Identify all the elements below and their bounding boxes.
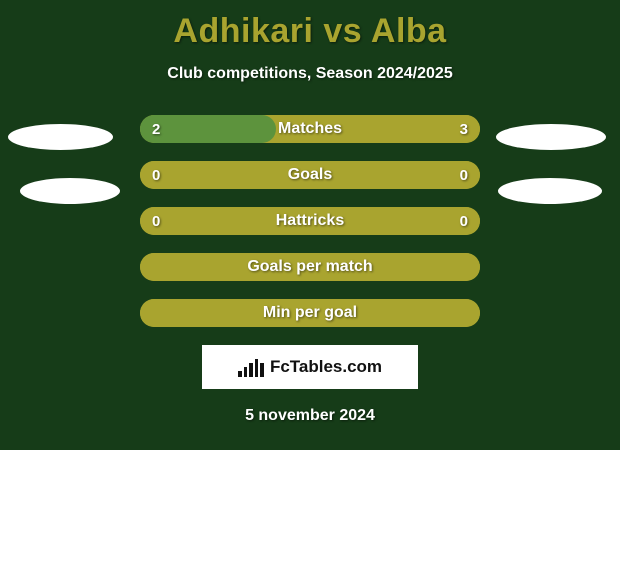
stat-row: 0 0 Hattricks: [140, 207, 480, 235]
decorative-oval: [496, 124, 606, 150]
stat-row: Min per goal: [140, 299, 480, 327]
logo-bar: [238, 371, 242, 377]
comparison-card: Adhikari vs Alba Club competitions, Seas…: [0, 0, 620, 450]
logo-bar: [249, 363, 253, 377]
stat-label: Goals per match: [247, 258, 372, 276]
stat-value-right: 0: [460, 167, 468, 184]
stat-value-right: 3: [460, 121, 468, 138]
stat-label: Min per goal: [263, 304, 357, 322]
stat-row: 2 3 Matches: [140, 115, 480, 143]
logo-bar: [260, 363, 264, 377]
stat-row: Goals per match: [140, 253, 480, 281]
stat-label: Hattricks: [276, 212, 344, 230]
subtitle: Club competitions, Season 2024/2025: [0, 65, 620, 83]
barchart-icon: [238, 357, 264, 377]
stat-value-left: 2: [152, 121, 160, 138]
decorative-oval: [8, 124, 113, 150]
decorative-oval: [20, 178, 120, 204]
date-text: 5 november 2024: [0, 407, 620, 425]
stat-row: 0 0 Goals: [140, 161, 480, 189]
stat-value-left: 0: [152, 167, 160, 184]
page-title: Adhikari vs Alba: [0, 0, 620, 51]
stat-label: Goals: [288, 166, 332, 184]
bar-fill-left: [140, 115, 276, 143]
stat-value-left: 0: [152, 213, 160, 230]
fctables-logo: FcTables.com: [202, 345, 418, 389]
stat-label: Matches: [278, 120, 342, 138]
logo-bar: [244, 367, 248, 377]
stat-value-right: 0: [460, 213, 468, 230]
logo-text: FcTables.com: [270, 357, 382, 377]
logo-bar: [255, 359, 259, 377]
decorative-oval: [498, 178, 602, 204]
